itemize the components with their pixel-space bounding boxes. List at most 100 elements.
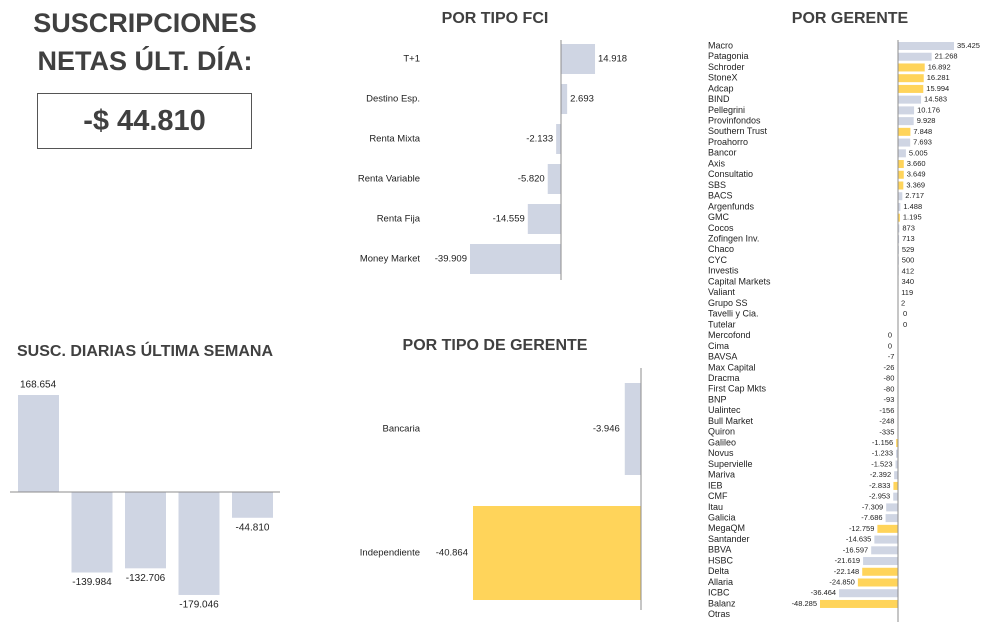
gerente-category-label: Capital Markets — [708, 276, 771, 286]
gerente-data-label: -2.953 — [869, 492, 890, 501]
gerente-bar — [898, 52, 932, 61]
gerente-bar — [896, 449, 898, 458]
diarias-bar — [125, 492, 166, 569]
gerente-category-label: BBVA — [708, 545, 731, 555]
gerente-bar — [894, 471, 898, 480]
gerente-bar — [898, 42, 954, 50]
gerente-data-label: 7.848 — [913, 127, 932, 136]
gerente-data-label: 1.195 — [903, 213, 922, 222]
fci-data-label: 14.918 — [598, 54, 627, 65]
gerente-data-label: 2 — [901, 299, 905, 308]
gerente-category-label: BNP — [708, 394, 727, 404]
fci-category-label: T+1 — [403, 54, 420, 65]
fci-bar — [527, 204, 561, 234]
gerente-category-label: Cocos — [708, 223, 734, 233]
gerente-category-label: ICBC — [708, 588, 730, 598]
fci-data-label: -14.559 — [493, 214, 525, 225]
gerente-data-label: 0 — [903, 320, 907, 329]
gerente-data-label: 412 — [902, 266, 915, 275]
tipo-gerente-category-label: Independiente — [360, 548, 420, 559]
gerente-bar — [874, 535, 898, 544]
gerente-bar — [898, 127, 911, 136]
gerente-bar — [898, 117, 914, 126]
gerente-bar — [885, 514, 898, 523]
fci-data-label: -2.133 — [526, 134, 553, 145]
chart-title-diarias: SUSC. DIARIAS ÚLTIMA SEMANA — [17, 343, 273, 360]
diarias-bar — [232, 492, 273, 518]
big-title-line2: NETAS ÚLT. DÍA: — [37, 46, 253, 76]
gerente-category-label: Cima — [708, 341, 729, 351]
gerente-data-label: 9.928 — [917, 116, 936, 125]
diarias-data-label: -132.706 — [126, 573, 166, 584]
gerente-data-label: -1.156 — [872, 438, 893, 447]
gerente-data-label: -2.392 — [870, 470, 891, 479]
gerente-data-label: 16.892 — [928, 62, 951, 71]
gerente-data-label: -22.148 — [834, 567, 859, 576]
gerente-bar — [898, 106, 915, 115]
gerente-category-label: Delta — [708, 566, 729, 576]
gerente-data-label: 16.281 — [927, 73, 950, 82]
gerente-data-label: 3.369 — [906, 180, 925, 189]
gerente-category-label: SBS — [708, 180, 726, 190]
chart-title-fci: POR TIPO FCI — [441, 10, 549, 27]
gerente-category-label: HSBC — [708, 555, 734, 565]
fci-category-label: Money Market — [360, 254, 421, 265]
fci-data-label: -5.820 — [518, 174, 545, 185]
diarias-bar — [178, 492, 220, 595]
gerente-category-label: Zofingen Inv. — [708, 234, 759, 244]
gerente-bar — [857, 578, 898, 587]
total-value: -$ 44.810 — [83, 104, 206, 137]
tipo-gerente-data-label: -3.946 — [593, 424, 620, 435]
gerente-bar — [898, 84, 924, 93]
gerente-data-label: 0 — [903, 309, 907, 318]
gerente-category-label: BAVSA — [708, 352, 737, 362]
gerente-data-label: 21.268 — [935, 52, 958, 61]
gerente-category-label: Ualintec — [708, 405, 741, 415]
gerente-data-label: 119 — [901, 288, 913, 297]
gerente-data-label: -248 — [879, 417, 894, 426]
gerente-data-label: 0 — [888, 331, 892, 340]
gerente-bar — [895, 460, 898, 469]
gerente-category-label: Consultatio — [708, 169, 753, 179]
gerente-bar — [839, 589, 898, 598]
gerente-data-label: -80 — [884, 384, 895, 393]
tipo-gerente-category-label: Bancaria — [383, 424, 421, 435]
gerente-category-label: Quiron — [708, 427, 735, 437]
gerente-category-label: Dracma — [708, 373, 740, 383]
gerente-bar — [898, 213, 900, 222]
fci-category-label: Renta Variable — [358, 174, 420, 185]
gerente-category-label: BIND — [708, 94, 730, 104]
gerente-bar — [898, 224, 900, 233]
diarias-data-label: -44.810 — [236, 522, 270, 533]
gerente-bar — [862, 567, 898, 576]
tipo-gerente-bar — [473, 506, 641, 600]
gerente-category-label: StoneX — [708, 73, 738, 83]
tipo-gerente-data-label: -40.864 — [436, 548, 468, 559]
fci-category-label: Renta Fija — [377, 214, 421, 225]
gerente-category-label: Chaco — [708, 244, 734, 254]
gerente-category-label: Tutelar — [708, 319, 736, 329]
gerente-category-label: Provinfondos — [708, 115, 761, 125]
gerente-category-label: Otras — [708, 609, 731, 619]
gerente-data-label: -1.523 — [871, 459, 892, 468]
gerente-category-label: Itau — [708, 502, 723, 512]
gerente-data-label: -335 — [879, 427, 894, 436]
gerente-bar — [898, 138, 911, 147]
gerente-data-label: -80 — [884, 374, 895, 383]
gerente-category-label: Supervielle — [708, 459, 753, 469]
gerente-category-label: Tavelli y Cia. — [708, 309, 759, 319]
gerente-category-label: Grupo SS — [708, 298, 748, 308]
gerente-data-label: 14.583 — [924, 95, 947, 104]
gerente-data-label: 500 — [902, 256, 915, 265]
big-title-line1: SUSCRIPCIONES — [33, 8, 257, 38]
tipo-gerente-bar — [624, 383, 641, 475]
gerente-bar — [893, 481, 898, 490]
gerente-category-label: Valiant — [708, 287, 735, 297]
gerente-bar — [896, 439, 898, 448]
gerente-data-label: 529 — [902, 245, 915, 254]
gerente-data-label: -12.759 — [849, 524, 874, 533]
fci-bar — [561, 44, 596, 74]
gerente-category-label: Southern Trust — [708, 126, 768, 136]
gerente-bar — [898, 170, 904, 179]
